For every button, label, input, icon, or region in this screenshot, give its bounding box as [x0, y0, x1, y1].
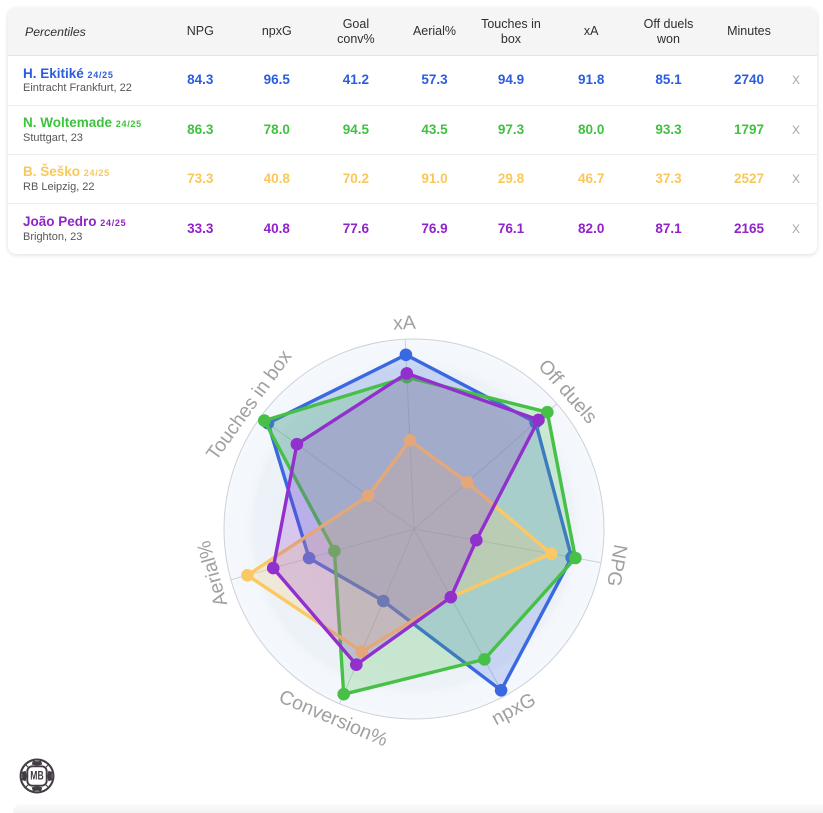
- svg-text:MB: MB: [30, 770, 44, 783]
- svg-text:NPG: NPG: [602, 543, 631, 588]
- svg-text:xA: xA: [393, 312, 417, 335]
